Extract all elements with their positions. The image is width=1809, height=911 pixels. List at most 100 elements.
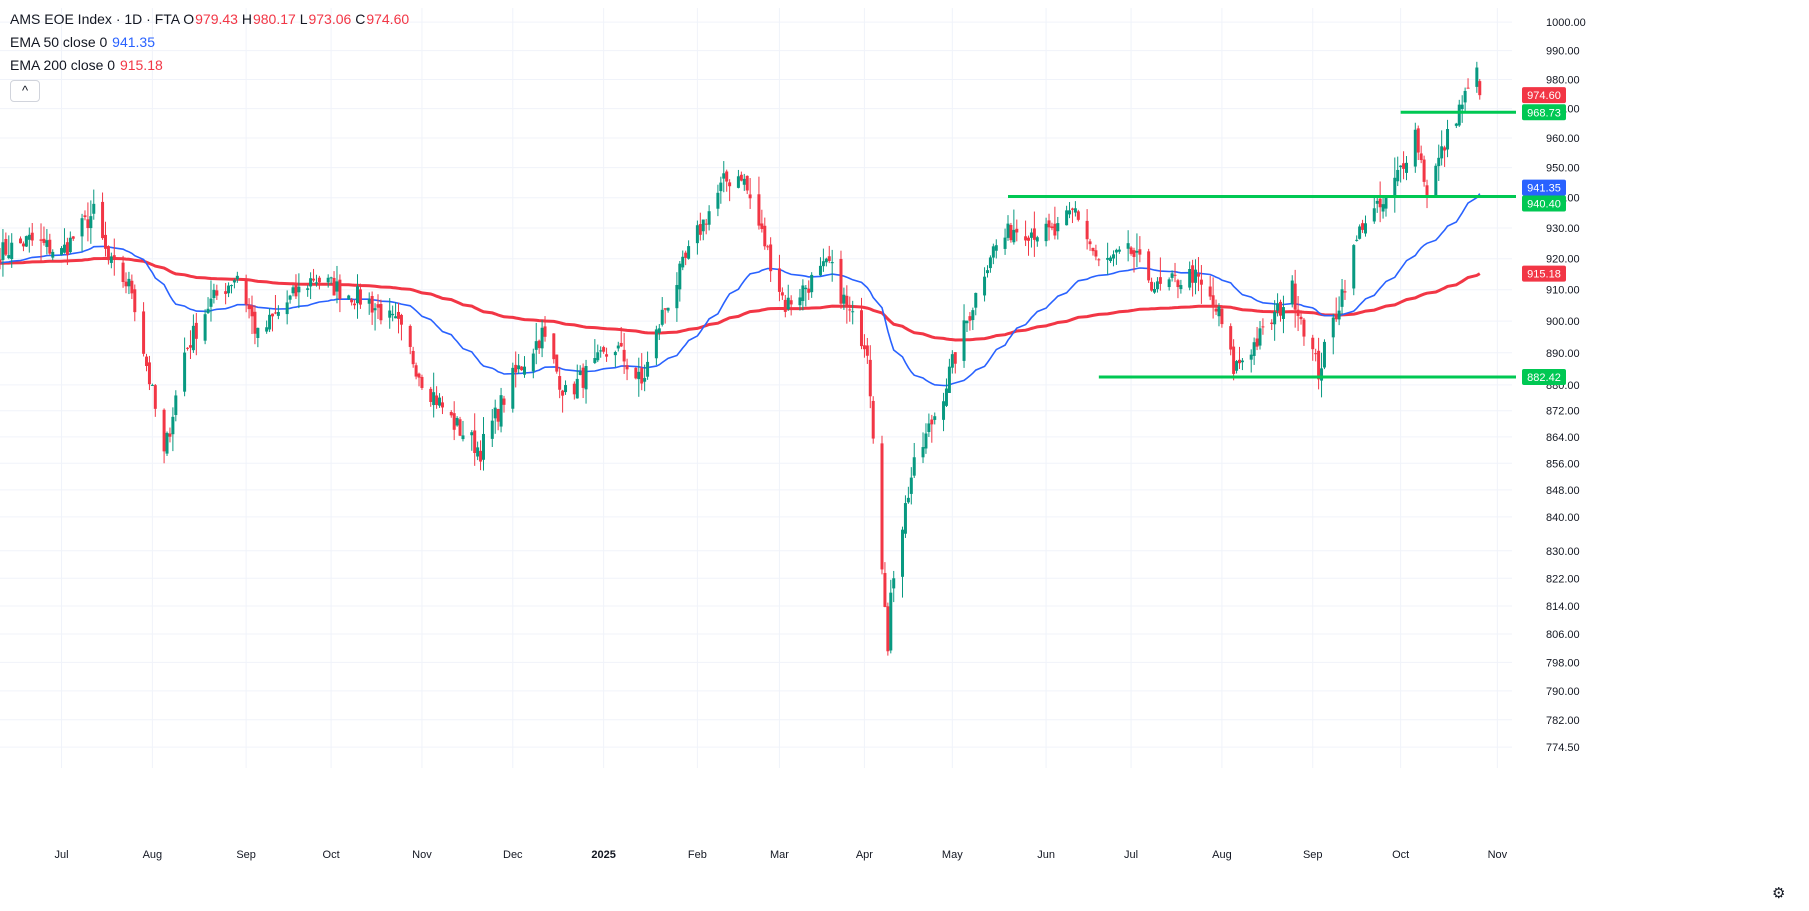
candle-body [1355, 239, 1359, 241]
candle-body [1053, 223, 1057, 236]
candle-body [194, 322, 198, 339]
candle-body [1361, 223, 1365, 230]
horizontal-levels-layer[interactable] [1008, 110, 1516, 379]
candle-body [1363, 223, 1367, 234]
gear-icon[interactable]: ⚙ [1772, 885, 1786, 902]
candle-body [1440, 146, 1444, 159]
candle-body [991, 246, 995, 258]
low-value: 973.06 [308, 11, 352, 27]
ema50-row[interactable]: EMA 50 close 0 941.35 [10, 31, 409, 54]
candle-body [429, 388, 433, 402]
candle-body [903, 503, 907, 534]
price-axis[interactable]: 1000.00990.00980.00970.00960.00950.00940… [1546, 17, 1586, 754]
candle-body [1454, 123, 1458, 126]
candle-body [112, 255, 116, 260]
price-label: 915.18 [1527, 269, 1561, 281]
candle-body [1155, 281, 1159, 290]
candle-body [19, 238, 23, 244]
candle-body [83, 215, 87, 218]
candle-body [1126, 243, 1130, 249]
candle-body [1229, 326, 1233, 350]
candle-body [1384, 197, 1388, 209]
candle-body [408, 325, 412, 347]
chevron-up-icon: ^ [21, 83, 29, 98]
candle-body [1372, 208, 1376, 222]
ema200-row[interactable]: EMA 200 close 0 915.18 [10, 54, 409, 77]
candle-body [1003, 237, 1007, 249]
price-tick-label: 960.00 [1546, 133, 1580, 145]
ema50-value: 941.35 [112, 34, 155, 50]
candle-body [605, 354, 609, 357]
candle-body [883, 572, 887, 607]
candle-body [244, 279, 248, 305]
candle-body [848, 309, 852, 311]
candle-body [1249, 354, 1253, 360]
candle-body [7, 255, 11, 259]
candle-body [1352, 245, 1356, 289]
candle-body [209, 298, 213, 307]
candle-body [871, 400, 875, 439]
candle-body [927, 423, 931, 433]
candle-body [42, 238, 46, 243]
candle-body [523, 366, 527, 375]
candle-body [698, 224, 702, 235]
time-tick-label: 2025 [591, 849, 615, 861]
price-tick-label: 814.00 [1546, 601, 1580, 613]
candle-body [517, 365, 521, 370]
candle-body [458, 419, 462, 436]
price-label: 974.60 [1527, 90, 1561, 102]
candle-body [581, 367, 585, 388]
price-label-box [1522, 104, 1566, 121]
candle-body [1211, 295, 1215, 305]
candle-body [153, 385, 157, 409]
price-tick-label: 890.00 [1546, 348, 1580, 360]
candle-body [335, 281, 339, 292]
candle-body [145, 356, 149, 366]
candle-body [499, 395, 503, 427]
candle-body [1358, 226, 1362, 239]
candle-body [297, 286, 301, 293]
candle-body [206, 308, 210, 314]
candle-body [1296, 309, 1300, 316]
candle-body [1331, 317, 1335, 338]
candle-body [490, 420, 494, 439]
candle-body [101, 201, 105, 239]
candle-body [930, 419, 934, 425]
candle-body [432, 392, 436, 406]
candles-layer [0, 61, 1482, 656]
candle-body [21, 243, 25, 247]
time-tick-label: Nov [412, 849, 432, 861]
symbol-title[interactable]: AMS EOE Index · 1D · FTA [10, 11, 180, 27]
candle-body [276, 311, 280, 316]
candle-body [634, 367, 638, 379]
candle-body [288, 295, 292, 300]
candle-body [452, 413, 456, 430]
time-axis[interactable]: Jul Aug Sep Oct Nov Dec 2025 Feb Mar Apr May Jun Jul… [55, 849, 1508, 861]
candle-body [646, 361, 650, 377]
time-tick-label: Jul [1124, 849, 1138, 861]
candle-body [942, 401, 946, 420]
candle-body [162, 409, 166, 452]
candle-body [1399, 165, 1403, 168]
ema200-label: EMA 200 close 0 [10, 57, 116, 73]
candle-body [265, 327, 269, 332]
candle-body [388, 310, 392, 318]
candle-body [1279, 301, 1283, 316]
candle-body [1220, 308, 1224, 325]
candle-body [1068, 210, 1072, 215]
candle-body [285, 302, 289, 315]
ema50-label: EMA 50 close 0 [10, 34, 108, 50]
candle-body [367, 299, 371, 304]
candle-body [496, 408, 500, 422]
candle-body [171, 416, 175, 435]
candle-body [889, 592, 893, 651]
collapse-legend-button[interactable]: ^ [10, 80, 40, 102]
candle-body [1302, 319, 1306, 337]
candle-body [1094, 250, 1098, 257]
candle-body [417, 373, 421, 378]
candle-body [660, 309, 664, 325]
candle-body [1320, 368, 1324, 381]
candle-body [350, 299, 354, 303]
candle-body [807, 288, 811, 293]
